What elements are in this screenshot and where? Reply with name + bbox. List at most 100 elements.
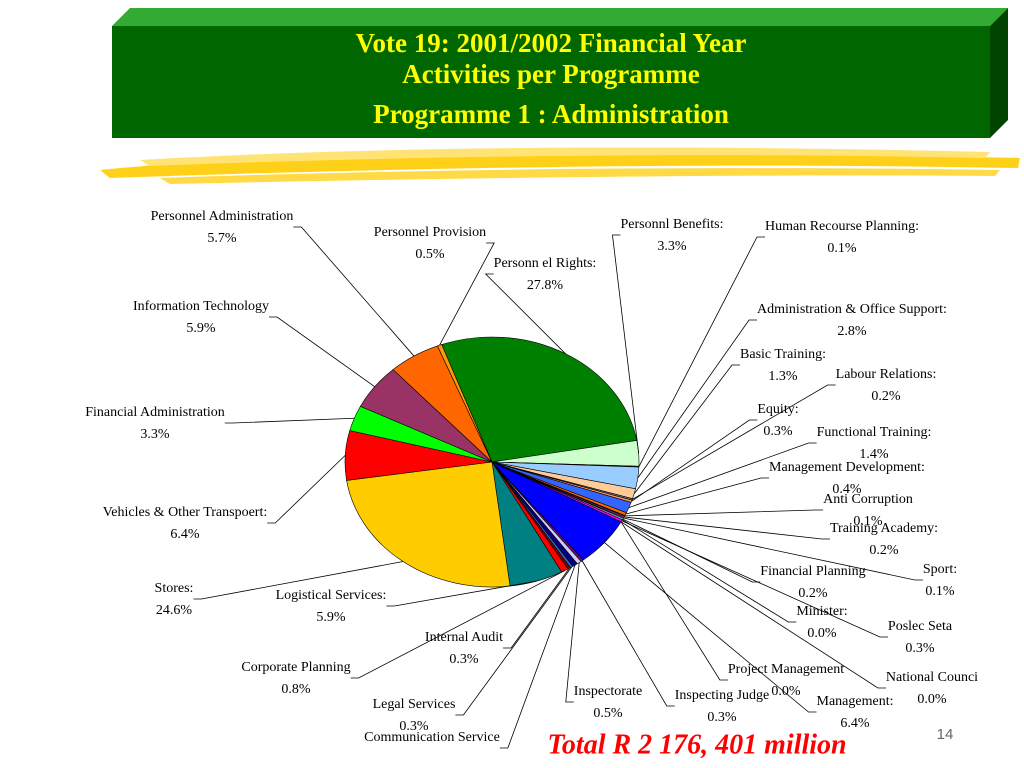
leader-line xyxy=(224,417,355,424)
slice-value-label: 0.2% xyxy=(871,389,901,404)
slice-label: Inspecting Judge xyxy=(675,688,769,703)
slice-value-label: 5.9% xyxy=(316,610,346,625)
labels: Personn el Rights: 27.8% Personnl Benefits… xyxy=(85,209,978,749)
slice-label: Financial Planning xyxy=(760,564,865,579)
leader-line xyxy=(621,520,888,638)
slice-value-label: 0.1% xyxy=(827,241,857,256)
slice-label: Functional Training: xyxy=(817,425,932,440)
leader-line xyxy=(484,273,566,355)
leader-line xyxy=(625,477,770,515)
slice-label: Personnel Provision xyxy=(374,225,486,240)
banner xyxy=(112,26,990,138)
slice-label: Financial Administration xyxy=(85,405,225,420)
slice-label: Administration & Office Support: xyxy=(757,302,947,317)
banner-side xyxy=(990,8,1008,138)
slice-value-label: 0.4% xyxy=(832,482,862,497)
slice-value-label: 6.4% xyxy=(170,527,200,542)
slice-value-label: 24.6% xyxy=(156,603,193,618)
slice-label: Vehicles & Other Transpoert: xyxy=(103,505,267,520)
leader-line xyxy=(581,560,675,707)
leader-line xyxy=(628,442,817,508)
slice-value-label: 0.2% xyxy=(869,543,899,558)
slice-label: Internal Audit xyxy=(425,630,503,645)
leader-line xyxy=(622,519,797,623)
slice-value-label: 0.5% xyxy=(593,706,623,721)
slice-label: Minister: xyxy=(796,604,847,619)
slice-value-label: 0.3% xyxy=(707,710,737,725)
slice-label: Personn el Rights: xyxy=(494,256,597,271)
slice-label: Training Academy: xyxy=(830,521,938,536)
slice-value-label: 3.3% xyxy=(657,239,687,254)
slice-label: Equity: xyxy=(757,402,798,417)
page-number: 14 xyxy=(937,726,954,743)
slice-value-label: 0.0% xyxy=(917,692,947,707)
slice-label: Corporate Planning xyxy=(241,660,350,675)
slice-label: Labour Relations: xyxy=(836,367,937,382)
slice-label: Project Management xyxy=(728,662,844,677)
leader-line xyxy=(604,542,817,713)
pie xyxy=(344,336,640,588)
slice-value-label: 0.1% xyxy=(925,584,955,599)
slice-label: Human Recourse Planning: xyxy=(765,219,919,234)
leader-line xyxy=(638,236,766,467)
slice-value-label: 5.9% xyxy=(186,321,216,336)
slice-value-label: 1.3% xyxy=(768,369,798,384)
leader-line xyxy=(623,517,923,581)
leader-line xyxy=(622,518,761,583)
slice-value-label: 0.3% xyxy=(449,652,479,667)
slice-label: Inspectorate xyxy=(574,684,642,699)
slice-value-label: 5.7% xyxy=(207,231,237,246)
slice-value-label: 0.2% xyxy=(798,586,828,601)
title-line: Vote 19: 2001/2002 Financial Year xyxy=(356,28,747,58)
leader-line xyxy=(455,566,572,716)
slice-label: Management: xyxy=(817,694,894,709)
slice-value-label: 6.4% xyxy=(840,716,870,731)
slice-value-label: 0.3% xyxy=(763,424,793,439)
leader-line xyxy=(439,242,495,346)
leader-line xyxy=(499,565,576,749)
slice-value-label: 27.8% xyxy=(527,278,564,293)
slice-value-label: 0.0% xyxy=(771,684,801,699)
leader-line xyxy=(565,562,580,703)
leader-line xyxy=(620,521,728,681)
slice-label: Sport: xyxy=(923,562,957,577)
slice-label: Anti Corruption xyxy=(823,492,913,507)
slice-value-label: 3.3% xyxy=(140,427,170,442)
slice-value-label: 2.8% xyxy=(837,324,867,339)
slice-value-label: 0.3% xyxy=(399,719,429,734)
leader-line xyxy=(632,384,836,500)
slice-label: Communication Service xyxy=(364,730,500,745)
slice-value-label: 0.8% xyxy=(281,682,311,697)
slice-label: Logistical Services: xyxy=(276,588,387,603)
leader-line xyxy=(633,364,741,495)
slice-label: Legal Services xyxy=(373,697,456,712)
slice-label: Management Development: xyxy=(769,460,925,475)
leader-line xyxy=(269,316,375,387)
slice-label: Personnel Administration xyxy=(151,209,294,224)
slice-value-label: 0.5% xyxy=(415,247,445,262)
banner-top xyxy=(112,8,1008,26)
leader-line xyxy=(350,570,566,679)
leader-line xyxy=(267,455,346,524)
leader-line xyxy=(386,580,537,607)
pie-slice xyxy=(346,461,511,588)
leader-line xyxy=(193,561,404,600)
slice-value-label: 0.0% xyxy=(807,626,837,641)
leader-line xyxy=(293,226,415,357)
slice-label: National Counci xyxy=(886,670,978,685)
leader-line xyxy=(612,234,640,454)
leader-line xyxy=(631,419,758,502)
leader-line xyxy=(637,319,758,479)
brush-stroke xyxy=(100,147,1020,184)
slice-label: Information Technology xyxy=(133,299,269,314)
slice-value-label: 1.4% xyxy=(859,447,889,462)
total-annotation: Total R 2 176, 401 million xyxy=(547,729,846,760)
title-line: Activities per Programme xyxy=(402,59,699,89)
slice-value-label: 0.3% xyxy=(905,641,935,656)
slice-label: Personnl Benefits: xyxy=(620,217,723,232)
leader-line xyxy=(624,509,824,517)
leader-line xyxy=(503,568,570,649)
slice-label: Poslec Seta xyxy=(888,619,953,634)
leader-line xyxy=(620,521,886,689)
